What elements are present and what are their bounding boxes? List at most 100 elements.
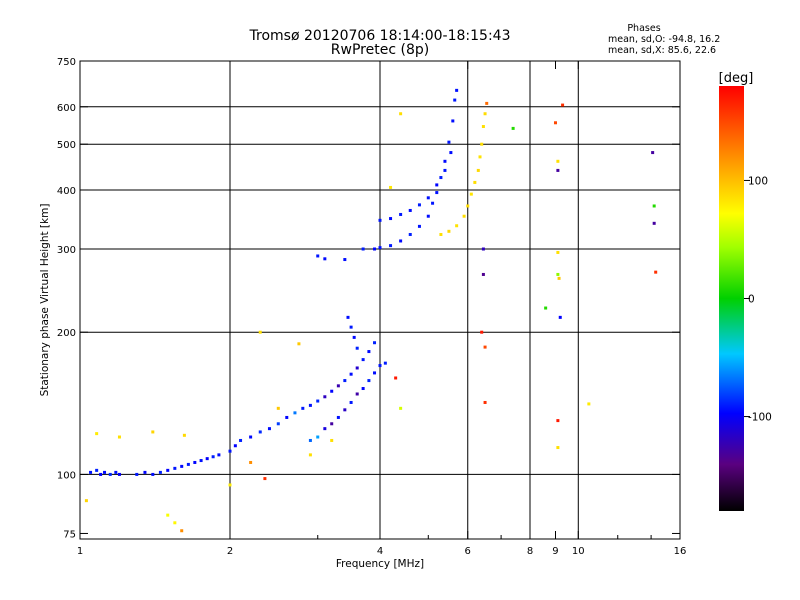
data-point bbox=[373, 341, 377, 345]
data-point bbox=[587, 402, 591, 406]
data-point bbox=[323, 395, 327, 399]
data-point bbox=[652, 204, 656, 208]
data-point bbox=[561, 103, 565, 107]
x-tick-label: 16 bbox=[674, 546, 687, 557]
data-point bbox=[173, 521, 177, 525]
data-point bbox=[180, 464, 184, 468]
data-point bbox=[95, 432, 99, 436]
x-axis-label: Frequency [MHz] bbox=[336, 558, 424, 570]
data-point bbox=[399, 239, 403, 243]
data-point bbox=[239, 438, 243, 442]
data-point bbox=[103, 470, 107, 474]
data-point bbox=[143, 470, 147, 474]
data-point bbox=[447, 229, 451, 233]
data-point bbox=[228, 449, 232, 453]
data-point bbox=[439, 232, 443, 236]
data-point bbox=[480, 142, 484, 146]
data-point bbox=[99, 472, 103, 476]
plot-frame bbox=[79, 60, 681, 540]
data-point bbox=[455, 88, 459, 92]
data-point bbox=[117, 472, 121, 476]
data-point bbox=[316, 254, 320, 258]
y-axis-label: Stationary phase Virtual Height [km] bbox=[39, 204, 51, 397]
x-tick-label: 9 bbox=[552, 546, 558, 557]
data-point bbox=[483, 345, 487, 349]
data-point bbox=[443, 168, 447, 172]
y-tick-label: 500 bbox=[57, 140, 76, 151]
data-point bbox=[343, 258, 347, 262]
data-point bbox=[469, 192, 473, 196]
y-tick-label: 600 bbox=[57, 103, 76, 114]
data-point bbox=[323, 257, 327, 261]
data-point bbox=[399, 112, 403, 116]
data-point bbox=[417, 203, 421, 207]
stats-heading: Phases bbox=[627, 23, 660, 34]
data-point bbox=[166, 513, 170, 517]
data-point bbox=[408, 232, 412, 236]
data-point bbox=[205, 457, 209, 461]
data-point bbox=[367, 379, 371, 383]
data-point bbox=[336, 415, 340, 419]
data-point bbox=[186, 462, 190, 466]
data-point bbox=[276, 422, 280, 426]
data-point bbox=[378, 218, 382, 222]
data-point bbox=[276, 406, 280, 410]
data-point bbox=[301, 406, 305, 410]
data-point bbox=[316, 399, 320, 403]
data-point bbox=[330, 422, 334, 426]
data-point bbox=[355, 366, 359, 370]
data-point bbox=[349, 400, 353, 404]
stats-o-mode: mean, sd,O: -94.8, 16.2 bbox=[608, 34, 720, 45]
data-point bbox=[652, 221, 656, 225]
data-point bbox=[476, 168, 480, 172]
data-point bbox=[558, 315, 562, 319]
data-point bbox=[466, 204, 470, 208]
data-point bbox=[193, 460, 197, 464]
data-point bbox=[399, 212, 403, 216]
data-point bbox=[389, 244, 393, 248]
data-point bbox=[556, 446, 560, 450]
data-point bbox=[258, 330, 262, 334]
data-point bbox=[556, 272, 560, 276]
data-point bbox=[378, 246, 382, 250]
data-point bbox=[367, 350, 371, 354]
data-point bbox=[135, 472, 139, 476]
data-point bbox=[180, 529, 184, 533]
data-point bbox=[151, 430, 155, 434]
data-point bbox=[481, 272, 485, 276]
data-point bbox=[439, 176, 443, 180]
data-point bbox=[228, 483, 232, 487]
data-point bbox=[481, 247, 485, 251]
colorbar bbox=[719, 86, 744, 511]
data-point bbox=[478, 155, 482, 159]
x-tick-label: 1 bbox=[77, 546, 83, 557]
data-point bbox=[108, 472, 112, 476]
data-point bbox=[373, 371, 377, 375]
y-tick-label: 75 bbox=[63, 529, 76, 540]
data-point bbox=[483, 112, 487, 116]
colorbar-tick-label: -100 bbox=[748, 412, 772, 424]
data-point bbox=[297, 342, 301, 346]
x-tick-label: 8 bbox=[527, 546, 533, 557]
chart-subtitle: RwPretec (8p) bbox=[331, 42, 429, 58]
data-point bbox=[361, 387, 365, 391]
data-point bbox=[417, 224, 421, 228]
data-point bbox=[361, 247, 365, 251]
data-point bbox=[544, 306, 548, 310]
data-point bbox=[308, 438, 312, 442]
data-point bbox=[383, 361, 387, 365]
data-point bbox=[378, 364, 382, 368]
data-point bbox=[399, 406, 403, 410]
data-point bbox=[293, 411, 297, 415]
data-point bbox=[511, 126, 515, 130]
data-point bbox=[173, 466, 177, 470]
data-point bbox=[556, 250, 560, 254]
data-point bbox=[308, 403, 312, 407]
data-point bbox=[651, 151, 655, 155]
data-point bbox=[343, 408, 347, 412]
data-point bbox=[355, 346, 359, 350]
data-point bbox=[199, 459, 203, 463]
data-point bbox=[89, 470, 93, 474]
data-point bbox=[308, 453, 312, 457]
